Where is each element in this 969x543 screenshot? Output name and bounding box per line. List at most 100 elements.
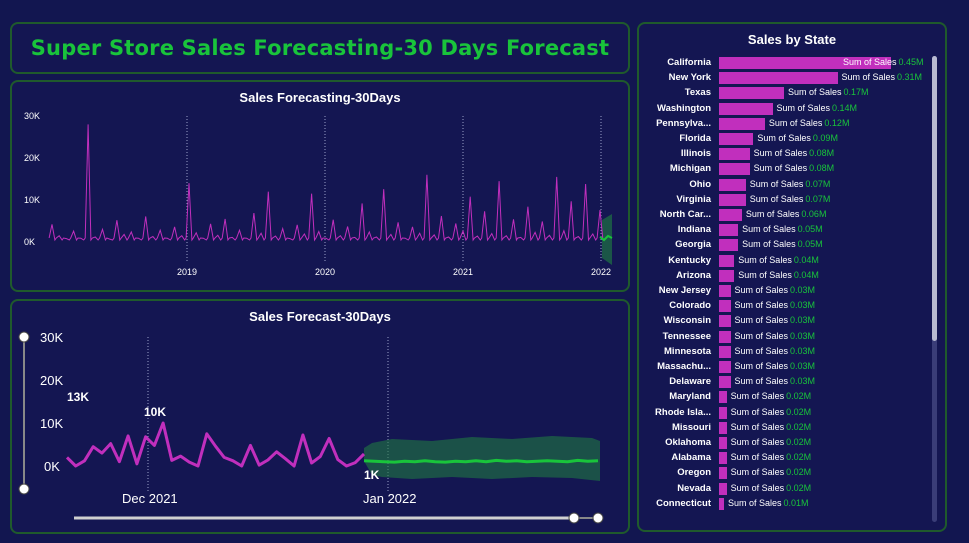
state-bar[interactable] — [719, 163, 750, 176]
state-row[interactable]: Texas Sum of Sales 0.17M — [639, 86, 939, 101]
state-name: Delaware — [669, 376, 711, 388]
state-row[interactable]: Illinois Sum of Sales 0.08M — [639, 147, 939, 162]
state-row[interactable]: Oklahoma Sum of Sales 0.02M — [639, 436, 939, 451]
state-name: North Car... — [659, 209, 711, 220]
state-name: Connecticut — [656, 497, 711, 509]
state-bar[interactable] — [719, 437, 727, 449]
state-row[interactable]: Oregon Sum of Sales 0.02M — [639, 466, 939, 481]
state-value-label: Sum of Sales 0.05M — [742, 239, 823, 249]
state-row[interactable]: Tennessee Sum of Sales 0.03M — [639, 330, 939, 345]
state-row[interactable]: Arizona Sum of Sales 0.04M — [639, 269, 939, 284]
state-row[interactable]: Washington Sum of Sales 0.14M — [639, 102, 939, 117]
state-bar[interactable] — [719, 178, 746, 191]
state-row[interactable]: Missouri Sum of Sales 0.02M — [639, 421, 939, 436]
y-range-slider-bottom-handle[interactable] — [18, 483, 30, 495]
state-sales-value: 0.31M — [897, 72, 923, 83]
state-row[interactable]: Alabama Sum of Sales 0.02M — [639, 451, 939, 466]
state-sales-value: 0.01M — [783, 497, 809, 508]
state-bar[interactable] — [719, 72, 838, 85]
state-value-label: Sum of Sales 0.02M — [731, 422, 812, 432]
state-row[interactable]: North Car... Sum of Sales 0.06M — [639, 208, 939, 223]
state-row[interactable]: Nevada Sum of Sales 0.02M — [639, 482, 939, 497]
state-bar[interactable] — [719, 239, 739, 252]
history-x-tick: 2021 — [453, 267, 473, 277]
state-value-label: Sum of Sales 0.14M — [777, 103, 858, 113]
state-measure-name: Sum of Sales — [788, 87, 842, 98]
state-row[interactable]: Michigan Sum of Sales 0.08M — [639, 162, 939, 177]
state-value-label: Sum of Sales 0.02M — [731, 452, 812, 462]
state-bar[interactable] — [719, 269, 735, 282]
state-name: Tennessee — [662, 330, 711, 342]
sales-by-state-card[interactable]: Sales by State California Sum of Sales 0.4… — [637, 22, 947, 532]
state-bar[interactable] — [719, 467, 727, 480]
state-bar[interactable] — [719, 345, 731, 358]
state-bar[interactable] — [719, 406, 727, 419]
state-bar[interactable] — [719, 315, 731, 328]
y-range-slider-top-handle[interactable] — [18, 331, 30, 343]
state-row[interactable]: Ohio Sum of Sales 0.07M — [639, 178, 939, 193]
state-bar[interactable] — [719, 482, 727, 495]
state-row[interactable]: Indiana Sum of Sales 0.05M — [639, 223, 939, 238]
state-value-label: Sum of Sales 0.02M — [731, 467, 812, 477]
state-value-label: Sum of Sales 0.03M — [735, 361, 816, 371]
state-bar[interactable] — [719, 209, 742, 221]
state-value-label: Sum of Sales 0.02M — [731, 483, 812, 493]
state-bar[interactable] — [719, 376, 731, 389]
state-bar[interactable] — [719, 133, 754, 145]
state-bar[interactable] — [719, 117, 765, 130]
state-name: Ohio — [689, 178, 711, 190]
state-row[interactable]: Wisconsin Sum of Sales 0.03M — [639, 314, 939, 329]
state-bar[interactable] — [719, 391, 727, 404]
state-bar[interactable] — [719, 452, 727, 465]
state-name: Washington — [657, 102, 711, 114]
x-range-slider-right-handle[interactable] — [592, 512, 604, 524]
x-range-slider-left-handle[interactable] — [568, 512, 580, 524]
state-row[interactable]: Kentucky Sum of Sales 0.04M — [639, 254, 939, 269]
state-row[interactable]: Delaware Sum of Sales 0.03M — [639, 375, 939, 390]
state-row[interactable]: Florida Sum of Sales 0.09M — [639, 132, 939, 147]
state-bar[interactable] — [719, 421, 727, 434]
state-row[interactable]: Maryland Sum of Sales 0.02M — [639, 390, 939, 405]
state-list-scroll-thumb[interactable] — [932, 56, 937, 341]
state-list-scrollbar[interactable] — [932, 56, 937, 522]
state-measure-name: Sum of Sales — [738, 269, 792, 280]
state-sales-value: 0.02M — [786, 421, 812, 432]
state-bar[interactable] — [719, 102, 773, 115]
state-sales-value: 0.17M — [843, 87, 869, 98]
state-row[interactable]: Pennsylva... Sum of Sales 0.12M — [639, 117, 939, 132]
state-bar[interactable] — [719, 330, 731, 343]
state-measure-name: Sum of Sales — [730, 391, 785, 402]
state-row[interactable]: Minnesota Sum of Sales 0.03M — [639, 345, 939, 360]
state-sales-value: 0.05M — [797, 239, 823, 250]
state-row[interactable]: Connecticut Sum of Sales 0.01M — [639, 497, 939, 512]
state-bar[interactable] — [719, 254, 735, 267]
state-row[interactable]: Virginia Sum of Sales 0.07M — [639, 193, 939, 208]
state-name: Minnesota — [664, 345, 711, 357]
state-row[interactable]: Colorado Sum of Sales 0.03M — [639, 299, 939, 314]
state-sales-value: 0.45M — [898, 57, 924, 67]
forecast-y-tick: 20K — [40, 373, 63, 388]
state-row[interactable]: Georgia Sum of Sales 0.05M — [639, 238, 939, 253]
state-bar[interactable] — [719, 300, 731, 313]
state-row[interactable]: New Jersey Sum of Sales 0.03M — [639, 284, 939, 299]
forecast-x-tick: Jan 2022 — [363, 491, 417, 506]
state-bar[interactable] — [719, 224, 739, 237]
state-bar[interactable] — [719, 497, 724, 510]
history-chart[interactable]: 30K 20K 10K 0K 2019 2020 2021 2022 — [12, 82, 628, 290]
state-bar[interactable] — [719, 361, 731, 373]
state-row[interactable]: Rhode Isla... Sum of Sales 0.02M — [639, 406, 939, 421]
state-bar[interactable] — [719, 57, 891, 69]
state-bar[interactable] — [719, 285, 731, 297]
state-bar[interactable] — [719, 193, 746, 206]
state-sales-value: 0.03M — [790, 285, 816, 295]
state-value-label: Sum of Sales 0.03M — [735, 300, 816, 310]
state-bar[interactable] — [719, 87, 784, 100]
forecast-chart-card[interactable]: Sales Forecast-30Days 30K 20K 10K 0K Dec… — [10, 299, 630, 534]
state-row[interactable]: New York Sum of Sales 0.31M — [639, 71, 939, 86]
state-bar[interactable] — [719, 148, 750, 161]
forecast-chart[interactable]: 30K 20K 10K 0K Dec 2021 Jan 2022 13K 10K… — [12, 301, 628, 532]
state-row[interactable]: California Sum of Sales 0.45M — [639, 56, 939, 71]
state-measure-name: Sum of Sales — [776, 102, 831, 113]
history-chart-card[interactable]: Sales Forecasting-30Days 30K 20K 10K 0K … — [10, 80, 630, 292]
state-row[interactable]: Massachu... Sum of Sales 0.03M — [639, 360, 939, 375]
